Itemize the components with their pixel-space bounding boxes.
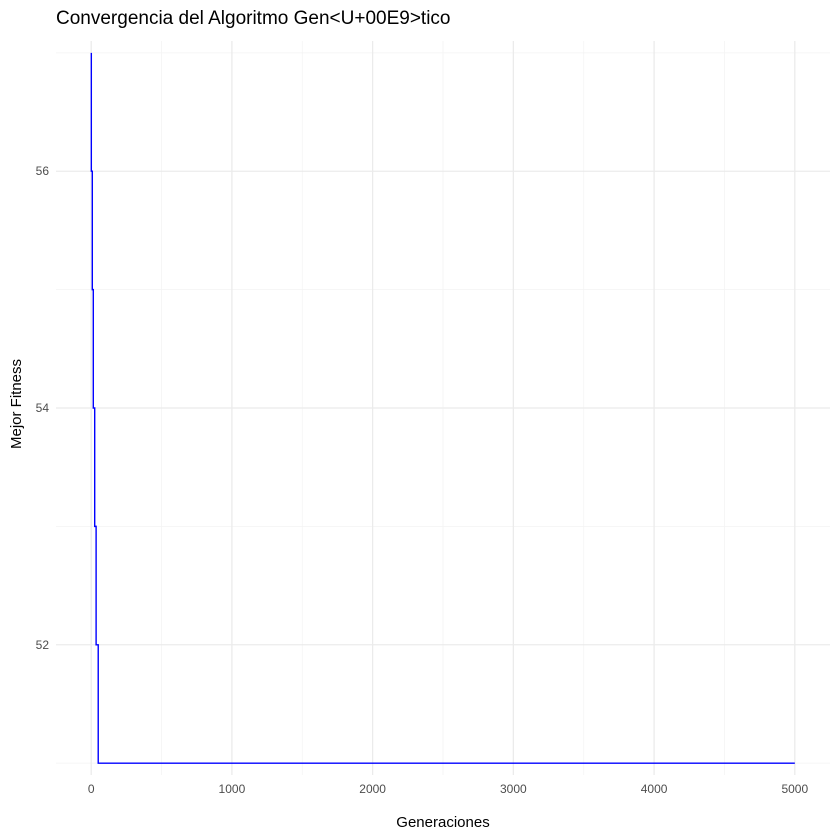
grid [56,41,830,775]
y-axis-title: Mejor Fitness [8,359,25,449]
y-tick-label-1: 54 [36,401,50,415]
x-tick-label-1: 1000 [219,782,246,796]
chart-title: Convergencia del Algoritmo Gen<U+00E9>ti… [56,8,451,29]
x-tick-label-3: 3000 [500,782,527,796]
x-tick-label-0: 0 [88,782,95,796]
x-tick-label-4: 4000 [641,782,668,796]
series-layer [90,52,795,764]
x-tick-label-2: 2000 [359,782,386,796]
y-tick-label-0: 52 [36,638,50,652]
y-tick-label-2: 56 [36,164,50,178]
x-tick-label-5: 5000 [781,782,808,796]
axes: 0 1000 2000 3000 4000 5000 52 54 56 [36,164,809,796]
x-axis-title: Generaciones [396,814,489,831]
series-line-0 [90,52,795,764]
